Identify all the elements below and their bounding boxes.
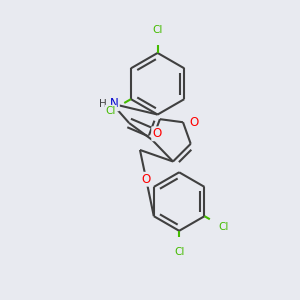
Text: N: N [110, 97, 119, 110]
Text: Cl: Cl [106, 106, 116, 116]
Text: Cl: Cl [152, 25, 163, 35]
Text: O: O [152, 127, 161, 140]
Text: O: O [189, 116, 198, 129]
Text: Cl: Cl [218, 222, 228, 232]
Text: H: H [99, 99, 107, 109]
Text: O: O [142, 173, 151, 186]
Text: Cl: Cl [174, 248, 184, 257]
